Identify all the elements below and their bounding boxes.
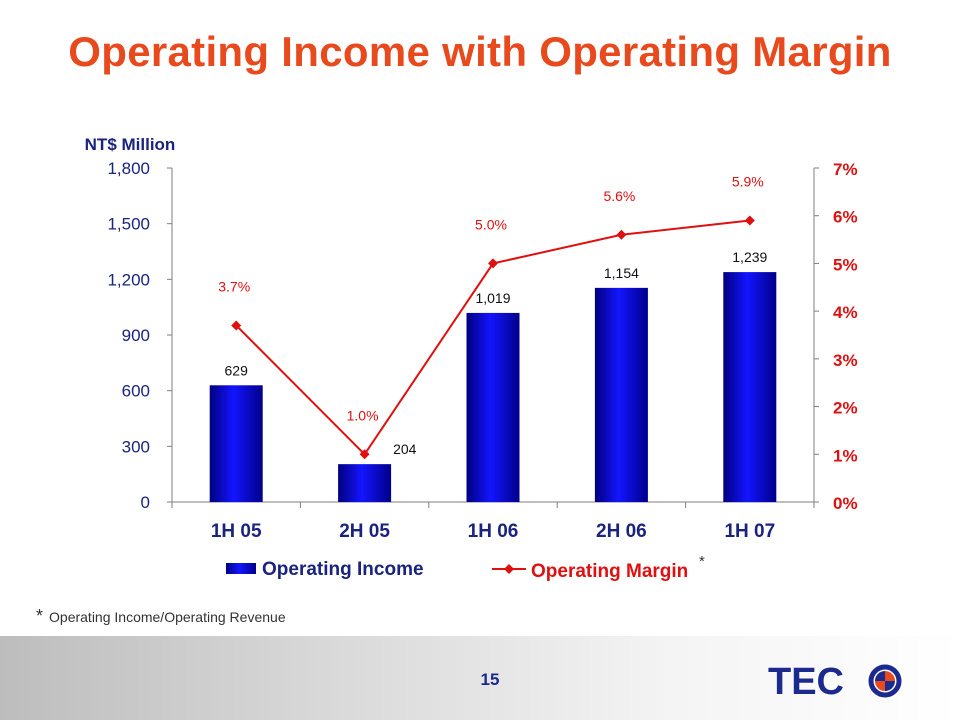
x-tick-label: 1H 05 [211, 521, 262, 542]
bar [723, 272, 777, 502]
line-point [231, 320, 242, 331]
footnote-text: Operating Income/Operating Revenue [49, 609, 286, 625]
x-tick-label: 2H 05 [339, 521, 390, 542]
line-value-label: 1.0% [347, 407, 379, 423]
right-tick-label: 3% [833, 351, 858, 370]
left-tick-label: 0 [141, 493, 150, 512]
left-tick-label: 600 [122, 382, 150, 401]
right-tick-label: 4% [833, 303, 858, 322]
bar-value-label: 1,239 [732, 249, 767, 265]
left-tick-label: 900 [122, 326, 150, 345]
bar [338, 464, 392, 502]
line-point [744, 215, 755, 226]
line-point [616, 229, 627, 240]
x-tick-label: 1H 07 [724, 521, 775, 542]
footer-bar: 15 TEC [0, 636, 960, 720]
bar [209, 385, 263, 502]
footnote-marker: * [36, 606, 44, 626]
line-point [488, 258, 498, 269]
legend-operating-income-label: Operating Income [262, 559, 424, 580]
left-tick-label: 1,200 [107, 270, 150, 289]
right-tick-label: 6% [833, 208, 858, 227]
left-tick-label: 300 [122, 437, 150, 456]
line-value-label: 5.0% [475, 216, 507, 232]
bar-value-label: 1,019 [475, 290, 510, 306]
bar-value-label: 204 [393, 441, 417, 457]
line-point [359, 449, 370, 460]
page-title: Operating Income with Operating Margin [68, 28, 892, 75]
footnote: * Operating Income/Operating Revenue [36, 606, 286, 627]
right-tick-label: 1% [833, 446, 858, 465]
logo-letters: TEC [768, 661, 844, 703]
legend-asterisk: * [699, 553, 705, 570]
legend-operating-margin-label: Operating Margin [531, 561, 688, 582]
legend-line-marker [504, 564, 514, 574]
right-tick-label: 0% [833, 494, 858, 513]
line-value-label: 5.9% [732, 173, 764, 189]
legend-bar-swatch [226, 563, 256, 574]
line-value-label: 3.7% [218, 278, 250, 294]
left-tick-label: 1,500 [107, 215, 150, 234]
line-value-label: 5.6% [603, 188, 635, 204]
right-tick-label: 5% [833, 255, 858, 274]
right-tick-label: 7% [833, 160, 858, 179]
y-axis-title: NT$ Million [85, 135, 176, 154]
teco-logo: TEC [768, 661, 902, 703]
page-number: 15 [480, 670, 500, 689]
combo-chart: NT$ Million 0 300 600 900 1,200 1,500 1,800 0% 1%… [85, 135, 858, 582]
bar [466, 312, 520, 502]
left-tick-label: 1,800 [107, 159, 150, 178]
bar-value-label: 629 [225, 362, 249, 378]
right-tick-label: 2% [833, 399, 858, 418]
logo-emblem-icon [868, 664, 902, 698]
bar-value-label: 1,154 [604, 265, 639, 281]
x-tick-label: 1H 06 [468, 521, 519, 542]
x-tick-label: 2H 06 [596, 521, 647, 542]
bar [594, 287, 648, 502]
